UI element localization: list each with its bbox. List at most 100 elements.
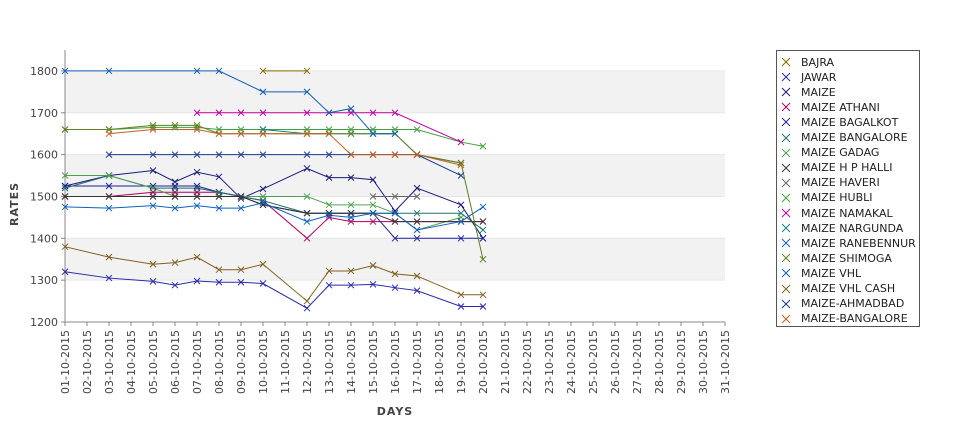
data-point xyxy=(303,193,311,200)
data-point xyxy=(413,193,421,200)
legend-label: MAIZE-AHMADBAD xyxy=(801,297,905,311)
legend-label: MAIZE BANGALORE xyxy=(801,131,908,144)
data-point xyxy=(457,291,465,299)
legend-label: MAIZE xyxy=(801,85,836,99)
data-point xyxy=(479,226,487,234)
legend-item: MAIZE-BANGALORE xyxy=(781,312,908,326)
legend-item: MAIZE ATHANI xyxy=(781,100,880,114)
x-tick-label: 15-10-2015 xyxy=(367,330,380,394)
data-point xyxy=(391,284,399,292)
data-point xyxy=(105,253,113,261)
data-point xyxy=(105,204,113,212)
legend-label: MAIZE SHIMOGA xyxy=(801,251,892,265)
legend-label: MAIZE H P HALLI xyxy=(801,161,893,175)
legend-label: JAWAR xyxy=(801,70,837,84)
y-tick-label: 1400 xyxy=(30,232,58,245)
data-point xyxy=(193,168,201,176)
legend-item: MAIZE VHL xyxy=(781,266,861,280)
data-point xyxy=(61,243,69,251)
data-point xyxy=(391,109,399,117)
data-point xyxy=(105,172,113,179)
data-point xyxy=(61,193,69,200)
data-point xyxy=(325,130,333,138)
x-tick-label: 02-10-2015 xyxy=(81,330,94,394)
series-line xyxy=(64,246,483,302)
data-point xyxy=(347,105,355,112)
data-point xyxy=(193,126,201,133)
data-point xyxy=(193,151,201,158)
data-point xyxy=(347,174,355,181)
data-point xyxy=(61,182,69,190)
data-point xyxy=(347,281,355,289)
series-line xyxy=(64,167,484,239)
data-point xyxy=(369,218,377,225)
legend-marker-icon xyxy=(781,223,791,233)
data-point xyxy=(369,209,377,217)
x-tick-label: 18-10-2015 xyxy=(433,330,446,394)
data-point xyxy=(215,151,223,158)
data-point xyxy=(457,138,465,146)
y-tick-label: 1800 xyxy=(30,65,58,78)
data-point xyxy=(215,278,223,286)
x-tick-label: 12-10-2015 xyxy=(301,330,314,394)
x-tick-label: 09-10-2015 xyxy=(235,330,248,394)
legend-marker-icon xyxy=(781,148,791,158)
data-point xyxy=(391,270,399,278)
data-point xyxy=(259,130,267,138)
x-tick-label: 29-10-2015 xyxy=(675,330,688,394)
data-point xyxy=(347,130,355,138)
data-point xyxy=(325,109,333,117)
data-point xyxy=(457,172,465,179)
data-point xyxy=(61,126,69,133)
data-point xyxy=(391,130,399,138)
data-point xyxy=(215,67,223,75)
data-point xyxy=(479,255,487,263)
x-tick-labels: 01-10-2015 02-10-2015 03-10-2015 04-10-2015… xyxy=(59,322,732,394)
data-point xyxy=(215,130,223,138)
data-point xyxy=(171,151,179,158)
data-point xyxy=(171,182,179,190)
legend-marker-icon xyxy=(781,208,791,218)
data-point xyxy=(237,266,245,274)
data-point xyxy=(325,267,333,275)
data-point xyxy=(193,124,201,131)
data-point xyxy=(149,202,157,210)
data-point xyxy=(391,218,399,225)
data-point xyxy=(391,207,399,215)
grid-band xyxy=(65,70,725,113)
data-point xyxy=(391,193,399,200)
legend-item: MAIZE RANEBENNUR xyxy=(781,236,916,250)
data-point xyxy=(149,260,157,268)
data-point xyxy=(259,199,267,207)
x-tick-label: 31-10-2015 xyxy=(719,330,732,394)
series-line xyxy=(64,271,483,309)
y-axis-title: RATES xyxy=(8,182,21,226)
data-point xyxy=(303,88,311,96)
data-point xyxy=(347,267,355,275)
x-axis-title: DAYS xyxy=(377,405,413,418)
y-tick-label: 1600 xyxy=(30,149,58,162)
legend-marker-icon xyxy=(781,72,791,82)
data-point xyxy=(149,182,157,190)
x-tick-label: 19-10-2015 xyxy=(455,330,468,394)
grid-band xyxy=(65,154,725,197)
data-point xyxy=(259,201,267,209)
data-point xyxy=(105,130,113,138)
legend-marker-icon xyxy=(781,102,791,112)
data-point xyxy=(303,209,311,217)
legend-label: MAIZE VHL xyxy=(801,266,862,280)
data-point xyxy=(303,109,311,117)
legend-label: BAJRA xyxy=(801,55,835,69)
y-tick-label: 1300 xyxy=(30,274,58,287)
data-point xyxy=(237,193,245,200)
data-point xyxy=(193,109,201,117)
legend-marker-icon xyxy=(781,117,791,127)
series-line xyxy=(64,202,484,231)
data-point xyxy=(259,109,267,117)
data-point xyxy=(149,151,157,158)
data-point xyxy=(61,172,69,179)
data-point xyxy=(303,130,311,138)
x-tick-label: 03-10-2015 xyxy=(103,330,116,394)
data-point xyxy=(193,182,201,190)
data-point xyxy=(105,193,113,200)
